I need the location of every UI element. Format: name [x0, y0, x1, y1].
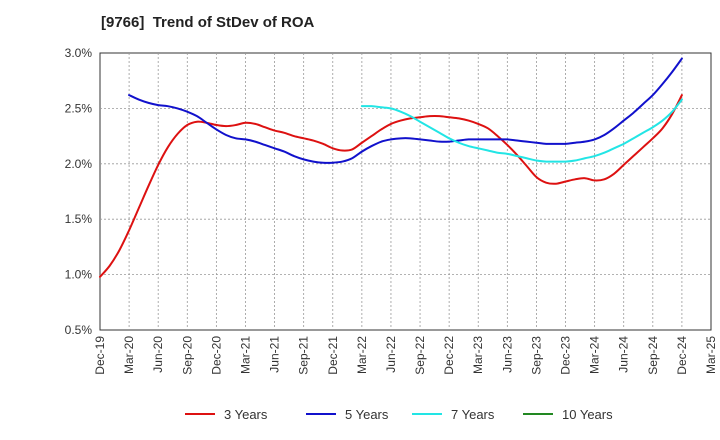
x-tick-label: Dec-21: [326, 336, 340, 375]
y-tick-label: 2.5%: [65, 101, 93, 115]
x-tick-label: Dec-22: [442, 336, 456, 375]
x-tick-label: Sep-24: [646, 336, 660, 375]
x-tick-label: Sep-22: [413, 336, 427, 375]
x-tick-label: Dec-19: [93, 336, 107, 375]
y-tick-label: 2.0%: [65, 157, 93, 171]
x-tick-label: Mar-25: [704, 336, 718, 374]
x-tick-label: Mar-21: [238, 336, 252, 374]
series-line-3-years: [99, 94, 683, 278]
y-tick-label: 3.0%: [65, 46, 93, 60]
x-tick-label: Dec-20: [209, 336, 223, 375]
y-tick-label: 1.5%: [65, 212, 93, 226]
series-lines: [99, 57, 683, 278]
series-line-7-years: [360, 98, 683, 163]
legend-label-10-years: 10 Years: [562, 407, 613, 422]
y-tick-label: 1.0%: [65, 268, 93, 282]
legend-label-3-years: 3 Years: [224, 407, 268, 422]
x-axis: Dec-19 Mar-20 Jun-20 Sep-20 Dec-20 Mar-21 Jun-…: [93, 336, 718, 375]
x-tick-label: Mar-23: [471, 336, 485, 374]
x-tick-label: Jun-22: [384, 336, 398, 373]
y-tick-label: 0.5%: [65, 323, 93, 337]
legend-label-5-years: 5 Years: [345, 407, 389, 422]
x-tick-label: Jun-24: [617, 336, 631, 373]
x-tick-label: Jun-23: [500, 336, 514, 373]
x-tick-label: Sep-23: [529, 336, 543, 375]
x-tick-label: Dec-24: [675, 336, 689, 375]
x-tick-label: Mar-24: [588, 336, 602, 374]
x-tick-label: Sep-21: [297, 336, 311, 375]
x-tick-label: Jun-20: [151, 336, 165, 373]
x-tick-label: Sep-20: [180, 336, 194, 375]
x-tick-label: Dec-23: [559, 336, 573, 375]
legend: 3 Years 5 Years 7 Years 10 Years: [185, 407, 613, 422]
x-tick-label: Jun-21: [268, 336, 282, 373]
y-axis: 0.5% 1.0% 1.5% 2.0% 2.5% 3.0%: [65, 46, 93, 337]
grid: [100, 53, 711, 330]
series-line-5-years: [128, 57, 683, 164]
plot-area: [99, 52, 712, 331]
legend-label-7-years: 7 Years: [451, 407, 495, 422]
x-tick-label: Mar-20: [122, 336, 136, 374]
x-tick-label: Mar-22: [355, 336, 369, 374]
chart-title: [9766] Trend of StDev of ROA: [101, 14, 315, 31]
